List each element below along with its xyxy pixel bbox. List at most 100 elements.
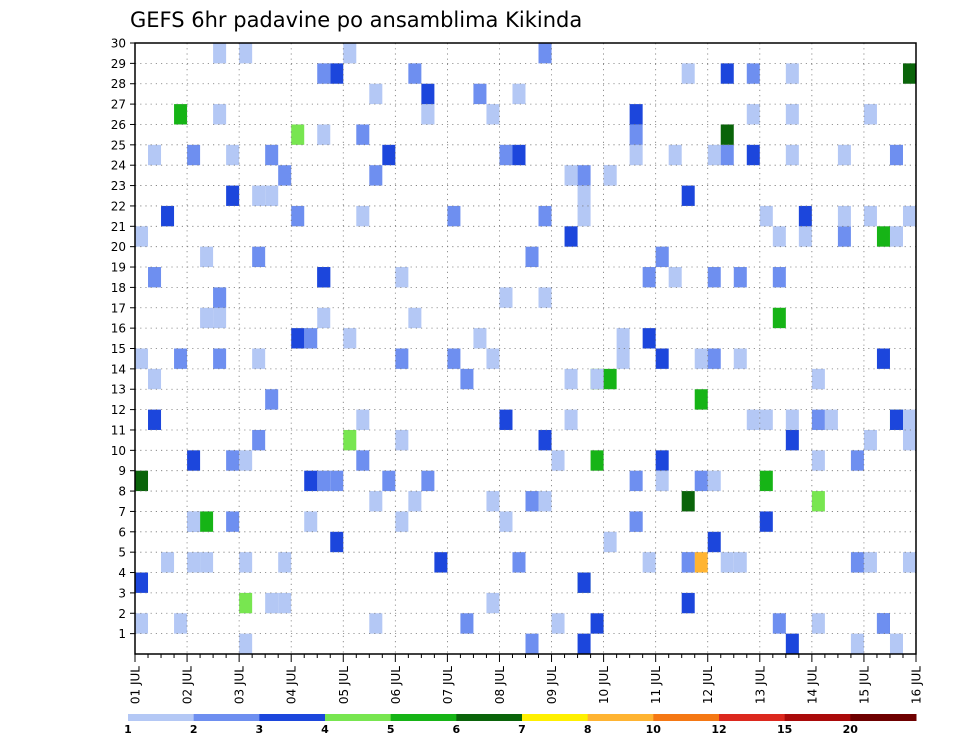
cell-member-1-step-34 — [577, 633, 591, 654]
cell-member-11-step-31 — [538, 429, 552, 451]
cell-member-5-step-56 — [863, 552, 877, 573]
cell-member-7-step-38 — [629, 511, 643, 532]
cell-member-13-step-43 — [694, 389, 708, 410]
legend-swatch-4 — [325, 714, 392, 721]
cell-member-5-step-46 — [733, 552, 747, 573]
legend-swatch-12 — [850, 714, 917, 721]
y-tick-label: 30 — [111, 37, 126, 51]
cell-member-4-step-34 — [577, 572, 591, 593]
y-tick-label: 2 — [118, 607, 126, 621]
cell-member-9-step-0 — [135, 470, 149, 492]
cell-member-5-step-4 — [187, 552, 201, 573]
cell-member-6-step-36 — [603, 531, 617, 553]
legend-swatch-5 — [390, 714, 457, 721]
cell-member-12-step-53 — [824, 409, 838, 430]
cell-member-27-step-22 — [421, 104, 435, 125]
cell-member-26-step-45 — [720, 124, 734, 145]
cell-member-4-step-0 — [135, 572, 149, 593]
y-tick-label: 11 — [111, 423, 126, 437]
cell-member-27-step-38 — [629, 104, 643, 125]
y-tick-label: 17 — [111, 301, 126, 315]
y-tick-label: 8 — [118, 485, 126, 499]
cell-member-7-step-7 — [226, 511, 240, 532]
cell-member-12-step-58 — [889, 409, 903, 430]
cell-member-14-step-1 — [148, 368, 162, 390]
cell-member-8-step-27 — [486, 491, 500, 512]
cell-member-25-step-7 — [226, 144, 240, 166]
cell-member-30-step-6 — [213, 43, 227, 64]
cell-member-5-step-5 — [200, 552, 214, 573]
cell-member-22-step-54 — [837, 205, 851, 227]
y-tick-label: 24 — [111, 159, 126, 173]
cell-member-12-step-48 — [759, 409, 773, 430]
cell-member-7-step-20 — [395, 511, 409, 532]
cell-member-19-step-41 — [668, 267, 682, 288]
cell-member-19-step-20 — [395, 267, 409, 288]
cell-member-5-step-55 — [850, 552, 864, 573]
cell-member-8-step-52 — [811, 491, 825, 512]
legend-tick-label: 10 — [646, 723, 662, 736]
cell-member-25-step-44 — [707, 144, 721, 166]
cell-member-1-step-50 — [785, 633, 799, 654]
legend-tick-label: 8 — [584, 723, 592, 736]
legend-swatch-1 — [128, 714, 195, 721]
cell-member-28-step-18 — [369, 83, 383, 105]
y-tick-label: 15 — [111, 342, 126, 356]
cell-member-28-step-26 — [473, 83, 487, 105]
cell-member-27-step-56 — [863, 104, 877, 125]
cell-member-9-step-38 — [629, 470, 643, 492]
cell-member-2-step-3 — [174, 613, 188, 634]
cell-member-25-step-54 — [837, 144, 851, 166]
cell-member-18-step-6 — [213, 287, 227, 308]
cell-member-29-step-47 — [746, 63, 760, 84]
cell-member-25-step-47 — [746, 144, 760, 166]
cell-member-12-step-59 — [902, 409, 916, 430]
y-tick-label: 27 — [111, 98, 126, 112]
x-tick-label: 05 JUL — [337, 666, 351, 704]
x-tick-label: 12 JUL — [701, 666, 715, 704]
cell-member-15-step-37 — [616, 348, 630, 369]
cell-member-25-step-1 — [148, 144, 162, 166]
legend-swatch-3 — [259, 714, 326, 721]
cell-member-29-step-59 — [902, 63, 916, 84]
cell-member-27-step-50 — [785, 104, 799, 125]
x-tick-label: 13 JUL — [753, 666, 767, 704]
cell-member-25-step-4 — [187, 144, 201, 166]
cell-member-2-step-32 — [551, 613, 565, 634]
precipitation-cells — [135, 43, 916, 654]
cell-member-12-step-47 — [746, 409, 760, 430]
x-tick-label: 01 JUL — [129, 666, 143, 704]
cell-member-12-step-33 — [564, 409, 578, 430]
cell-member-10-step-35 — [590, 450, 604, 471]
cell-member-21-step-33 — [564, 226, 578, 247]
cell-member-5-step-11 — [278, 552, 292, 573]
cell-member-3-step-8 — [239, 592, 253, 614]
cell-member-24-step-36 — [603, 165, 617, 186]
y-tick-label: 16 — [111, 322, 126, 336]
cell-member-1-step-58 — [889, 633, 903, 654]
cell-member-20-step-9 — [252, 246, 266, 268]
cell-member-3-step-11 — [278, 592, 292, 614]
plot-frame — [134, 42, 917, 655]
cell-member-10-step-52 — [811, 450, 825, 471]
cell-member-11-step-59 — [902, 429, 916, 451]
cell-member-22-step-17 — [356, 205, 370, 227]
y-tick-label: 14 — [111, 362, 126, 376]
cell-member-18-step-31 — [538, 287, 552, 308]
cell-member-9-step-43 — [694, 470, 708, 492]
cell-member-2-step-57 — [876, 613, 890, 634]
y-tick-label: 6 — [118, 525, 126, 539]
cell-member-23-step-42 — [681, 185, 695, 206]
legend-swatch-9 — [653, 714, 720, 721]
cell-member-7-step-28 — [499, 511, 513, 532]
cell-member-28-step-29 — [512, 83, 526, 105]
chart-title: GEFS 6hr padavine po ansamblima Kikinda — [130, 8, 582, 32]
cell-member-22-step-51 — [798, 205, 812, 227]
cell-member-24-step-34 — [577, 165, 591, 186]
cell-member-27-step-3 — [174, 104, 188, 125]
cell-member-5-step-45 — [720, 552, 734, 573]
legend-tick-label: 20 — [843, 723, 859, 736]
cell-member-1-step-8 — [239, 633, 253, 654]
x-tick-label: 16 JUL — [910, 666, 924, 704]
y-tick-label: 9 — [118, 464, 126, 478]
